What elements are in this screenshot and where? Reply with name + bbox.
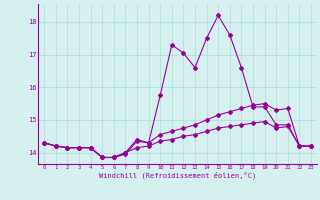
X-axis label: Windchill (Refroidissement éolien,°C): Windchill (Refroidissement éolien,°C)	[99, 172, 256, 179]
